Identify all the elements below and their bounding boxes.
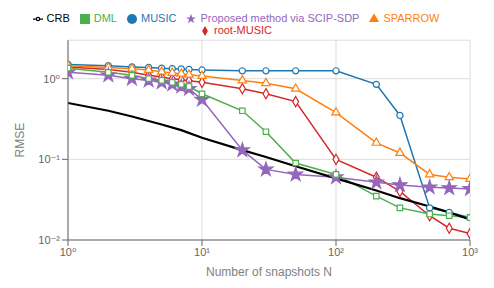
html-text:root-MUSIC: root-MUSIC: [214, 24, 272, 37]
html-text:SPARROW: SPARROW: [383, 12, 440, 24]
svg-text:10⁻¹: 10⁻¹: [38, 153, 60, 165]
html-text:MUSIC: MUSIC: [141, 12, 177, 24]
html-text:Proposed method via SCIP-SDP: Proposed method via SCIP-SDP: [200, 12, 360, 24]
svg-text:10¹: 10¹: [194, 246, 210, 258]
svg-text:10⁰: 10⁰: [43, 73, 60, 85]
svg-text:10⁰: 10⁰: [60, 246, 77, 258]
svg-text:RMSE: RMSE: [13, 123, 27, 158]
html-text:DML: DML: [93, 12, 117, 24]
svg-text:10⁻²: 10⁻²: [38, 234, 60, 246]
html-text:CRB: CRB: [46, 12, 70, 24]
svg-text:Number of snapshots N: Number of snapshots N: [206, 265, 332, 279]
svg-text:10²: 10²: [328, 246, 344, 258]
svg-text:10³: 10³: [462, 246, 478, 258]
